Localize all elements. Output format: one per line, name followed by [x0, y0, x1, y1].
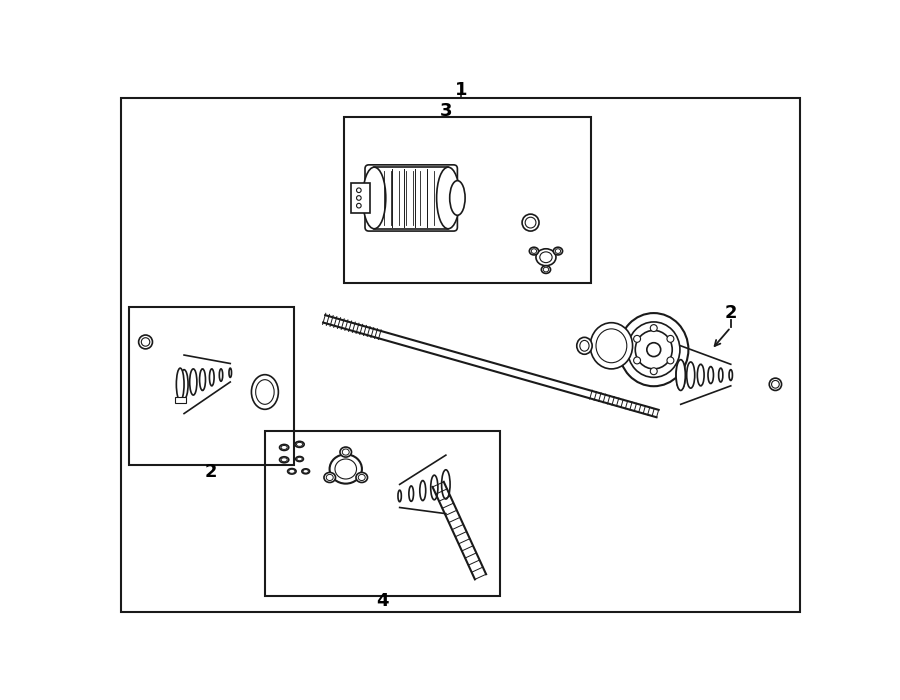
Ellipse shape	[180, 370, 188, 399]
Ellipse shape	[324, 473, 336, 482]
Ellipse shape	[281, 445, 287, 449]
Text: 1: 1	[455, 81, 467, 99]
Ellipse shape	[580, 340, 590, 351]
Ellipse shape	[303, 470, 309, 473]
Ellipse shape	[647, 343, 661, 356]
Ellipse shape	[450, 181, 465, 216]
Ellipse shape	[596, 329, 626, 363]
Ellipse shape	[288, 468, 296, 474]
Ellipse shape	[522, 214, 539, 231]
FancyBboxPatch shape	[365, 165, 457, 231]
Ellipse shape	[627, 322, 680, 377]
Ellipse shape	[356, 196, 361, 200]
Ellipse shape	[297, 457, 302, 461]
Ellipse shape	[329, 454, 362, 484]
Ellipse shape	[358, 475, 365, 481]
Ellipse shape	[335, 459, 356, 479]
Ellipse shape	[635, 330, 672, 369]
Bar	[351, 183, 371, 214]
Ellipse shape	[771, 381, 779, 388]
Ellipse shape	[529, 247, 538, 255]
Ellipse shape	[718, 368, 723, 382]
Ellipse shape	[256, 379, 274, 405]
Ellipse shape	[526, 217, 536, 228]
Ellipse shape	[676, 360, 686, 390]
Ellipse shape	[651, 368, 657, 374]
Ellipse shape	[651, 325, 657, 332]
Ellipse shape	[698, 364, 704, 386]
Ellipse shape	[729, 370, 733, 381]
Ellipse shape	[280, 457, 289, 463]
Ellipse shape	[398, 490, 401, 502]
Ellipse shape	[409, 486, 413, 501]
Ellipse shape	[619, 313, 688, 386]
Ellipse shape	[436, 167, 460, 229]
Ellipse shape	[687, 362, 695, 388]
Ellipse shape	[141, 337, 149, 346]
Bar	[344, 117, 590, 283]
Ellipse shape	[302, 469, 310, 474]
Ellipse shape	[190, 369, 197, 395]
Ellipse shape	[356, 188, 361, 193]
Ellipse shape	[667, 357, 674, 364]
Ellipse shape	[544, 267, 549, 272]
Ellipse shape	[419, 480, 426, 500]
Ellipse shape	[281, 458, 287, 462]
Ellipse shape	[555, 248, 561, 253]
Text: 2: 2	[724, 304, 737, 323]
Ellipse shape	[200, 369, 205, 391]
Ellipse shape	[296, 442, 302, 447]
Bar	[265, 430, 500, 596]
Text: 3: 3	[439, 102, 452, 120]
Ellipse shape	[442, 470, 450, 499]
Ellipse shape	[770, 378, 781, 391]
Ellipse shape	[531, 248, 536, 253]
Ellipse shape	[577, 337, 592, 354]
Ellipse shape	[356, 203, 361, 208]
Ellipse shape	[676, 360, 685, 391]
Ellipse shape	[634, 335, 641, 342]
Ellipse shape	[667, 335, 674, 342]
Ellipse shape	[280, 444, 289, 450]
Ellipse shape	[251, 374, 278, 409]
Ellipse shape	[590, 323, 633, 369]
Bar	[129, 307, 294, 466]
Ellipse shape	[536, 248, 556, 266]
Ellipse shape	[554, 247, 562, 255]
Ellipse shape	[708, 367, 714, 384]
Bar	[175, 397, 186, 402]
Ellipse shape	[363, 167, 386, 229]
Ellipse shape	[176, 368, 184, 400]
Ellipse shape	[340, 447, 352, 457]
Ellipse shape	[295, 442, 304, 447]
Ellipse shape	[296, 456, 303, 461]
Bar	[374, 167, 448, 229]
Ellipse shape	[540, 252, 552, 262]
Ellipse shape	[356, 473, 367, 482]
Ellipse shape	[327, 475, 333, 481]
Ellipse shape	[210, 369, 214, 386]
Ellipse shape	[541, 266, 551, 274]
Ellipse shape	[229, 368, 231, 377]
Ellipse shape	[342, 449, 349, 455]
Ellipse shape	[431, 475, 438, 500]
Text: 4: 4	[376, 592, 389, 610]
Ellipse shape	[289, 469, 295, 473]
Ellipse shape	[634, 357, 641, 364]
Ellipse shape	[220, 369, 222, 382]
Ellipse shape	[139, 335, 152, 349]
Text: 2: 2	[205, 463, 217, 481]
